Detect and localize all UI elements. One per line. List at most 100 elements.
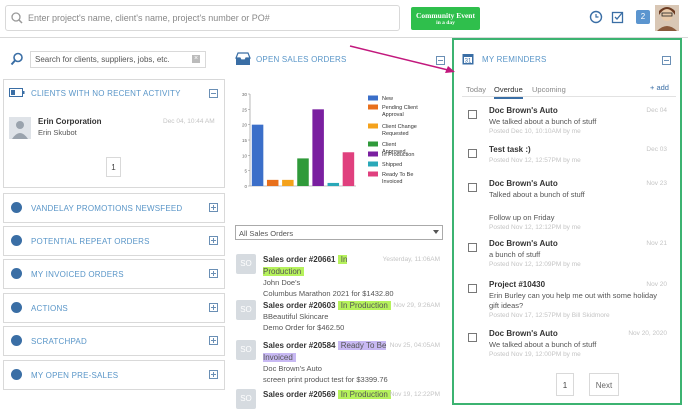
legend-label: Shipped (382, 162, 402, 168)
search-placeholder: Enter project's name, client's name, pro… (28, 13, 270, 23)
client-avatar (9, 117, 31, 139)
y-tick-label: 30 (242, 92, 248, 97)
event-line: Community Event (416, 11, 475, 20)
section-icon (11, 268, 22, 279)
global-search[interactable] (5, 5, 400, 31)
order-date: Yesterday, 11:06AM (382, 256, 440, 263)
order-date: Nov 29, 9:26AM (393, 302, 440, 309)
section-title: ACTIONS (31, 304, 68, 313)
reminder-posted: Posted Nov 12, 12:12PM by me (489, 224, 581, 231)
reminder-date: Nov 23 (646, 180, 667, 187)
order-heading: Sales order #20661 In Production (263, 254, 363, 278)
legend-swatch (368, 95, 378, 101)
section-title: VANDELAY PROMOTIONS NEWSFEED (31, 204, 183, 213)
tab[interactable]: Overdue (494, 85, 523, 99)
section-title: OPEN SALES ORDERS (256, 55, 347, 64)
expand-button[interactable] (209, 236, 218, 245)
reminder-text: Follow up on Friday (489, 213, 555, 222)
notification-badge[interactable]: 2 (636, 10, 650, 24)
panel (3, 293, 225, 323)
section-title: POTENTIAL REPEAT ORDERS (31, 237, 150, 246)
calendar-icon: 31 (462, 54, 474, 65)
legend-swatch (368, 171, 378, 177)
section-title: MY OPEN PRE-SALES (31, 371, 119, 380)
collapse-button[interactable] (662, 56, 671, 65)
order-title[interactable]: Sales order #20603 (263, 301, 336, 310)
order-title[interactable]: Sales order #20569 (263, 390, 336, 399)
next-button[interactable]: Next (589, 373, 619, 396)
search-icon (10, 52, 23, 66)
clock-icon[interactable] (589, 10, 603, 24)
reminder-text: We talked about a bunch of stuff (489, 340, 597, 349)
reminder-posted: Posted Nov 17, 12:57PM by Bill Skidmore (489, 312, 610, 319)
expand-button[interactable] (209, 203, 218, 212)
order-date: Nov 19, 12:22PM (389, 391, 440, 398)
reminder-title: Project #10430 (489, 280, 546, 289)
add-reminder[interactable]: + add (650, 83, 669, 92)
status-badge: In Production (337, 301, 391, 310)
y-tick-label: 25 (242, 107, 248, 112)
order-title[interactable]: Sales order #20661 (263, 255, 336, 264)
panel (3, 259, 225, 289)
reminder-checkbox[interactable] (468, 333, 477, 342)
collapse-button[interactable] (209, 89, 218, 98)
status-chart: 0 5 10 15 20 25 30 New Pending Client Approval Cli… (242, 92, 418, 189)
reminder-date: Nov 20, 2020 (628, 330, 667, 337)
client-name[interactable]: Erin Corporation (38, 117, 102, 126)
section-title: CLIENTS WITH NO RECENT ACTIVITY (31, 89, 181, 98)
reminder-checkbox[interactable] (468, 110, 477, 119)
page-button[interactable]: 1 (556, 373, 574, 396)
tab-rule (462, 96, 676, 97)
reminder-text: a bunch of stuff (489, 250, 541, 259)
reminder-title: Doc Brown's Auto (489, 179, 558, 188)
tasks-icon[interactable] (611, 10, 625, 24)
reminder-posted: Posted Nov 12, 12:57PM by me (489, 157, 581, 164)
client-search[interactable] (30, 51, 206, 68)
reminder-checkbox[interactable] (468, 149, 477, 158)
search-icon (11, 12, 23, 24)
order-client: John Doe's (263, 278, 301, 287)
tab[interactable]: Today (466, 85, 487, 94)
legend-swatch (368, 104, 378, 110)
client-date: Dec 04, 10:44 AM (163, 118, 215, 125)
reminder-checkbox[interactable] (468, 243, 477, 252)
expand-button[interactable] (209, 336, 218, 345)
panel (3, 226, 225, 256)
order-avatar: SO (236, 254, 256, 274)
expand-button[interactable] (209, 269, 218, 278)
y-tick-label: 10 (242, 153, 248, 158)
reminder-title: Doc Brown's Auto (489, 239, 558, 248)
section-icon (11, 369, 22, 380)
order-avatar: SO (236, 389, 256, 409)
panel (3, 193, 225, 223)
order-filter[interactable] (235, 225, 443, 240)
order-avatar: SO (236, 300, 256, 320)
search-placeholder: Search for clients, suppliers, jobs, etc… (35, 55, 170, 64)
reminder-posted: Posted Nov 19, 12:00PM by me (489, 351, 581, 358)
order-desc: Columbus Marathon 2021 for $1432.80 (263, 289, 394, 298)
reminder-text: Talked about a bunch of stuff (489, 190, 585, 199)
expand-button[interactable] (209, 303, 218, 312)
reminder-text: We talked about a bunch of stuff (489, 117, 597, 126)
order-title[interactable]: Sales order #20584 (263, 341, 336, 350)
svg-text:31: 31 (465, 59, 472, 65)
bar (251, 124, 264, 186)
user-avatar[interactable] (655, 5, 679, 31)
expand-button[interactable] (209, 370, 218, 379)
legend-swatch (368, 123, 378, 129)
section-title: MY REMINDERS (482, 55, 547, 64)
collapse-button[interactable] (436, 56, 445, 65)
reminder-posted: Posted Dec 10, 10:10AM by me (489, 128, 581, 135)
legend-label: Pending Client Approval (382, 105, 418, 118)
section-icon (11, 202, 22, 213)
reminder-checkbox[interactable] (468, 284, 477, 293)
y-tick-label: 20 (242, 123, 248, 128)
reminder-checkbox[interactable] (468, 183, 477, 192)
clear-button[interactable]: × (192, 55, 200, 63)
section-icon (11, 335, 22, 346)
tab[interactable]: Upcoming (532, 85, 566, 94)
page-button[interactable]: 1 (106, 157, 121, 177)
client-contact: Erin Skubot (38, 128, 77, 137)
event-button[interactable]: Community Event in a day (411, 7, 480, 30)
